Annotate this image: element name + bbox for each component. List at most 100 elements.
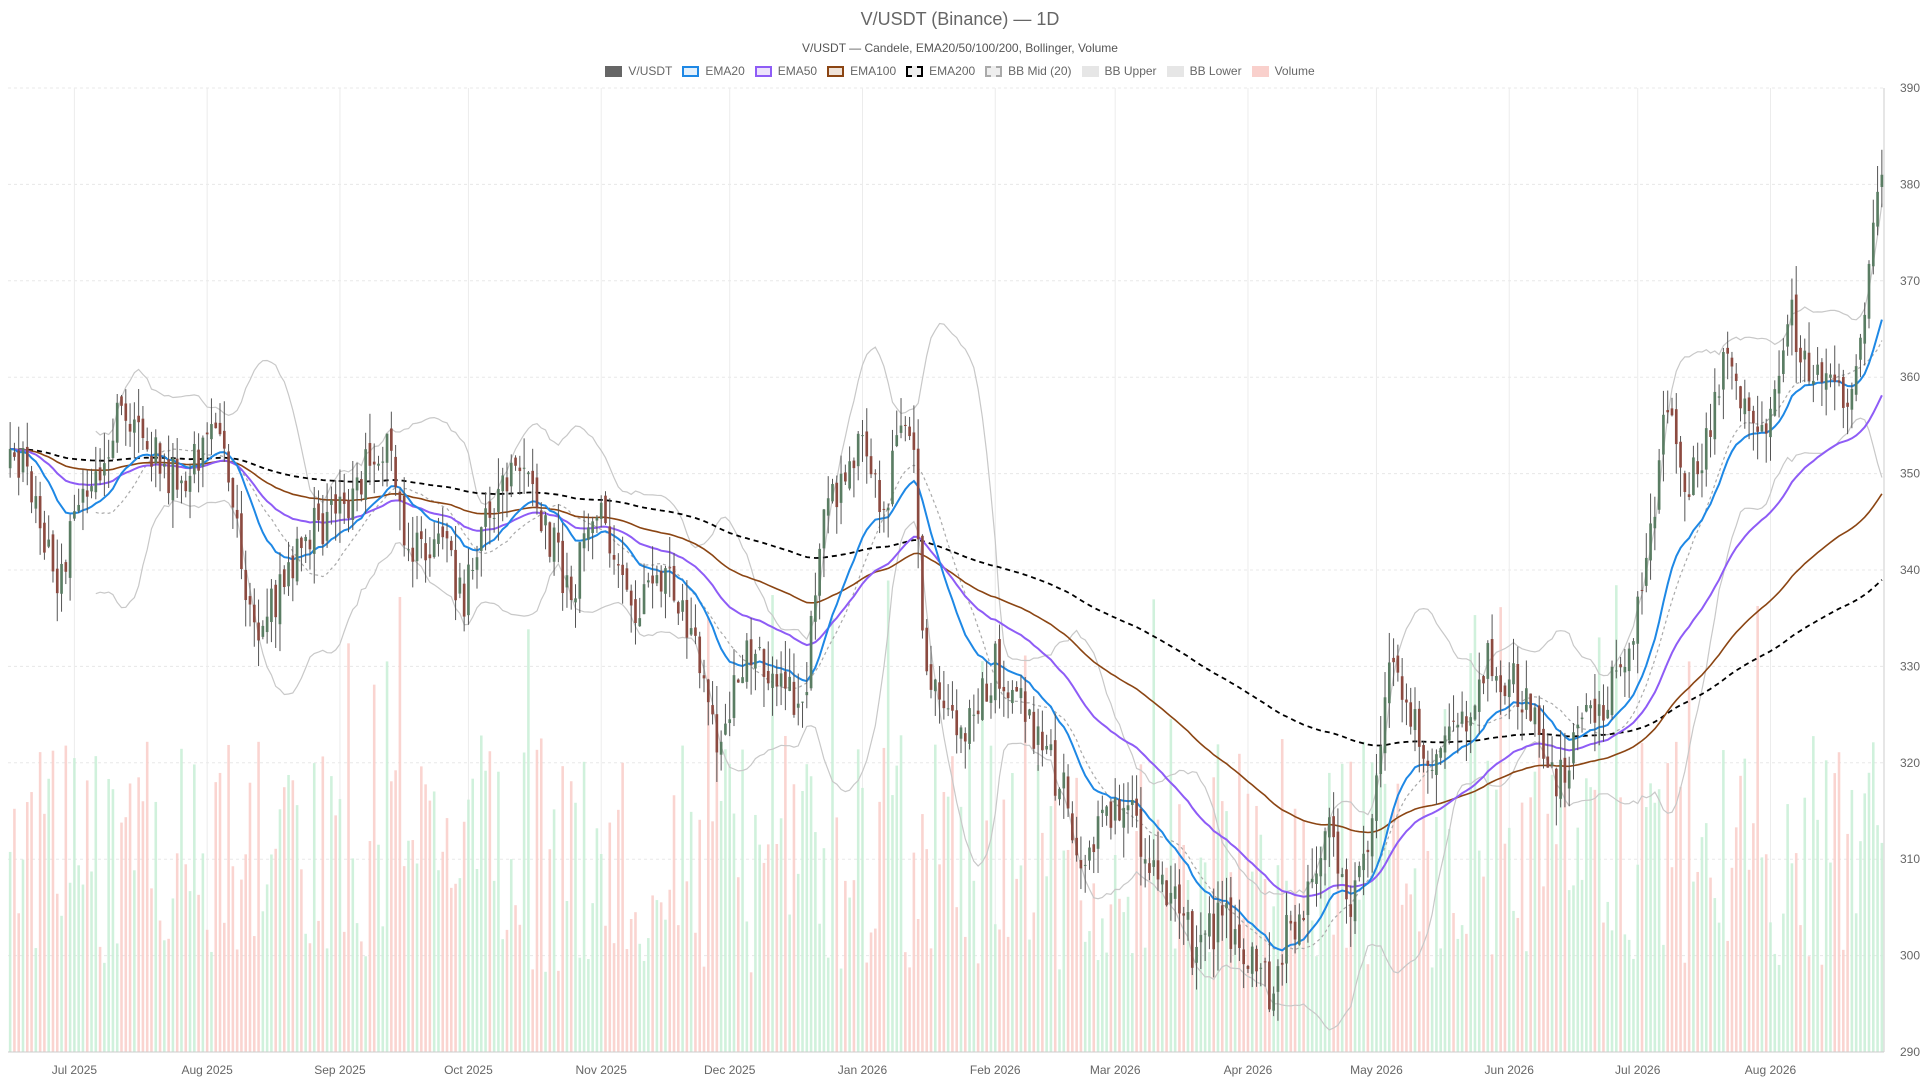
candle-body (120, 396, 123, 406)
volume-bar (394, 770, 397, 1052)
candle-body (1066, 776, 1070, 809)
candle-body (634, 599, 637, 624)
legend-item[interactable]: Volume (1251, 64, 1315, 78)
volume-bar (1602, 922, 1605, 1052)
volume-bar (64, 745, 68, 1052)
candle-body (1049, 744, 1053, 751)
candle-body (1546, 756, 1550, 768)
candle-body (1674, 409, 1678, 445)
volume-bar (1704, 823, 1708, 1052)
volume-bar (1585, 778, 1588, 1052)
candle-body (1773, 389, 1777, 416)
volume-bar (1743, 758, 1747, 1052)
candle-body (518, 467, 522, 472)
candle-body (509, 462, 513, 487)
legend[interactable]: V/USDT EMA20 EMA50 EMA100 EMA200 BB Mid (20) B… (0, 64, 1920, 78)
y-tick-label: 380 (1900, 177, 1920, 191)
candle-body (1799, 347, 1802, 363)
volume-bar (1794, 853, 1798, 1052)
legend-item[interactable]: BB Upper (1081, 64, 1157, 78)
volume-bar (364, 956, 367, 1052)
candle-body (145, 441, 149, 450)
candle-body (1113, 798, 1117, 821)
volume-bar (1717, 922, 1721, 1052)
legend-item[interactable]: EMA20 (682, 64, 745, 78)
candle-body (1216, 902, 1220, 943)
volume-bar (1812, 736, 1815, 1052)
candle-body (651, 575, 654, 584)
volume-bar (839, 968, 843, 1052)
volume-bar (17, 913, 20, 1052)
volume-bar (561, 766, 564, 1052)
volume-bar (1405, 883, 1408, 1052)
volume-bar (1148, 857, 1151, 1052)
candle-body (1443, 735, 1447, 753)
candlesticks[interactable] (8, 149, 1884, 1021)
candle-body (916, 448, 920, 540)
candle-body (43, 522, 46, 553)
volume-bar (1567, 890, 1571, 1052)
candle-body (1516, 663, 1520, 707)
volume-bar (1105, 952, 1108, 1052)
legend-item[interactable]: BB Mid (20) (985, 64, 1072, 78)
candle-body (1542, 728, 1545, 759)
volume-bar (287, 774, 290, 1052)
x-tick-label: Apr 2026 (1224, 1063, 1273, 1077)
candle-body (295, 538, 299, 582)
volume-bar (1396, 783, 1400, 1052)
volume-bar (929, 948, 933, 1052)
volume-bar (407, 840, 410, 1052)
volume-bar (724, 749, 727, 1052)
candle-body (381, 461, 385, 463)
legend-swatch (754, 65, 772, 77)
candle-body (698, 636, 702, 674)
volume-bar (21, 859, 25, 1052)
volume-bar (972, 880, 976, 1052)
candle-body (227, 451, 230, 483)
candle-body (1255, 948, 1258, 972)
candle-body (1195, 946, 1198, 963)
candle-body (1764, 423, 1768, 434)
candle-body (1649, 523, 1652, 561)
candle-body (103, 463, 106, 476)
volume-bar (1816, 819, 1819, 1052)
volume-bar (210, 951, 213, 1052)
legend-item[interactable]: BB Lower (1166, 64, 1242, 78)
candle-body (1379, 746, 1383, 775)
volume-bar (989, 745, 993, 1052)
volume-bar (163, 940, 166, 1052)
volume-bar (1872, 742, 1875, 1052)
volume-bar (98, 946, 102, 1052)
volume-bar (1636, 864, 1640, 1052)
volume-bar (278, 809, 282, 1052)
candle-body (959, 727, 963, 739)
candle-body (252, 604, 256, 623)
candle-body (158, 443, 162, 474)
candle-body (963, 733, 967, 742)
candle-body (1323, 831, 1327, 861)
candle-body (1225, 903, 1228, 909)
legend-item[interactable]: EMA100 (827, 64, 896, 78)
candle-body (1627, 648, 1631, 672)
legend-item[interactable]: EMA50 (754, 64, 817, 78)
legend-item[interactable]: EMA200 (906, 64, 975, 78)
volume-bar (985, 820, 988, 1052)
volume-bar (25, 802, 29, 1052)
volume-bar (73, 758, 76, 1052)
candle-body (1238, 924, 1241, 948)
volume-bar (1606, 901, 1610, 1052)
legend-item[interactable]: V/USDT (605, 64, 672, 78)
candle-body (1602, 705, 1605, 721)
candle-body (1328, 817, 1331, 838)
candle-body (1700, 470, 1704, 474)
candle-body (488, 501, 492, 518)
candle-body (1075, 837, 1078, 856)
volume-bar (1627, 939, 1631, 1052)
legend-swatch (827, 65, 845, 77)
volume-bar (1533, 771, 1537, 1052)
candle-body (1584, 704, 1588, 712)
volume-bar (492, 880, 496, 1052)
candle-body (107, 457, 110, 459)
volume-bar (111, 789, 115, 1052)
